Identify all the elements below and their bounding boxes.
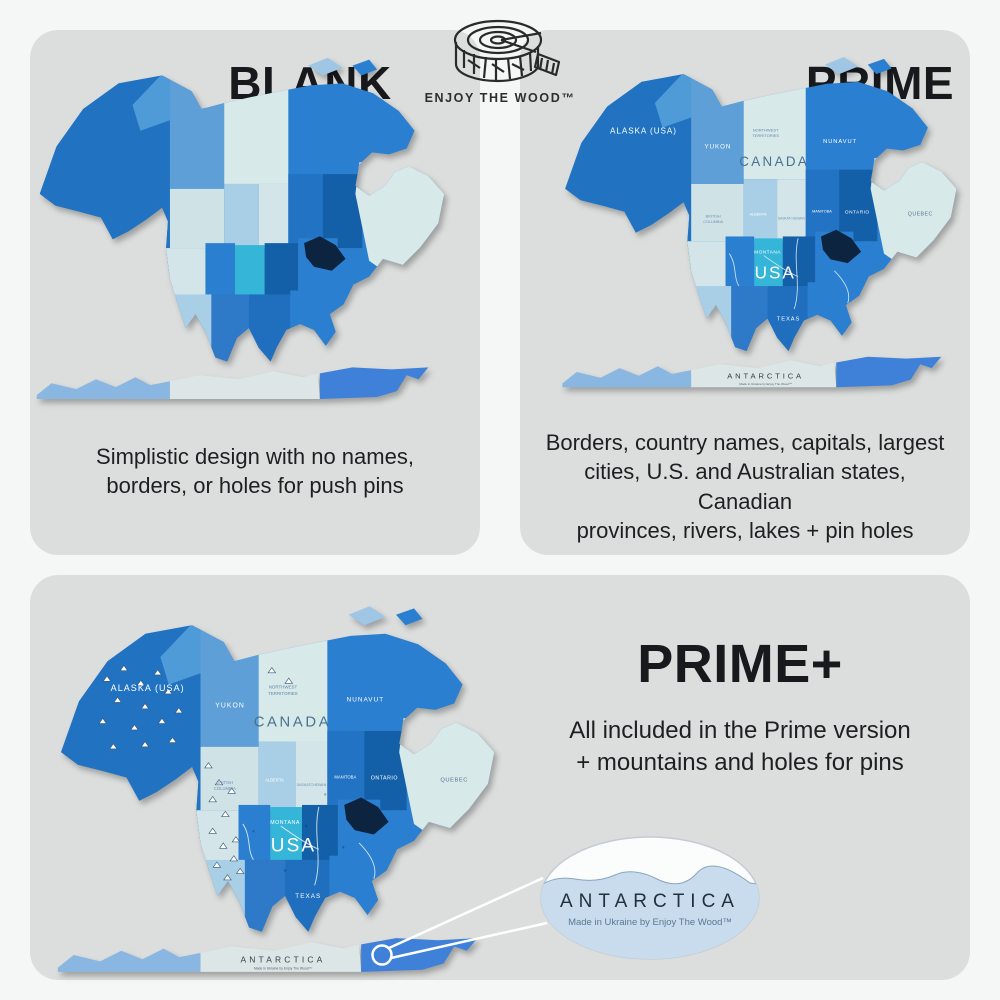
brand-name: ENJOY THE WOOD™ (424, 91, 576, 105)
prime-plus-map (42, 583, 507, 974)
blank-map (22, 36, 456, 401)
prime-plus-version-card: ANTARCTICA Made in Ukraine by Enjoy The … (30, 575, 970, 980)
prime-plus-title: PRIME+ (637, 634, 843, 694)
blank-version-card: BLANK Simplistic design with no names, b… (30, 30, 480, 555)
prime-plus-description: All included in the Prime version + moun… (569, 717, 911, 777)
blank-description: Simplistic design with no names, borders… (96, 444, 414, 499)
antarctica-callout-oval: ANTARCTICA Made in Ukraine by Enjoy The … (540, 836, 760, 960)
callout-made-in-label: Made in Ukraine by Enjoy The Wood™ (568, 917, 732, 928)
prime-description: Borders, country names, capitals, larges… (545, 430, 945, 544)
callout-antarctica-label: ANTARCTICA (560, 891, 740, 912)
brand-logo: ENJOY THE WOOD™ (400, 12, 600, 105)
pin-holes (252, 793, 361, 872)
wood-log-icon (453, 19, 561, 83)
prime-map (548, 36, 968, 389)
prime-version-card: PRIME Borders, country names, capitals, … (520, 30, 970, 555)
